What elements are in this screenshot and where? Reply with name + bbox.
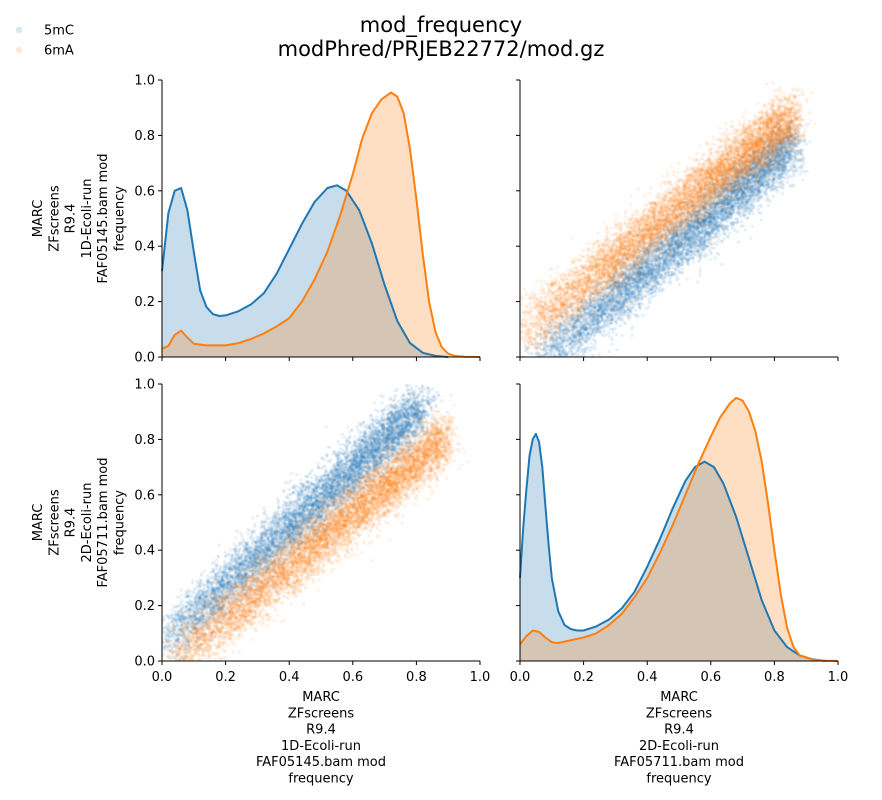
x-axis-title-line: R9.4 xyxy=(664,723,694,738)
x-tick-label: 0.4 xyxy=(637,670,658,685)
x-axis-title-1: MARC ZFscreens R9.4 2D-Ecoli-run FAF05711.ba… xyxy=(614,690,744,787)
x-tick-label: 0.6 xyxy=(342,670,363,685)
figure-title: mod_frequency xyxy=(360,13,522,38)
legend-label-5mC: 5mC xyxy=(44,24,74,39)
x-axis-title-line: frequency xyxy=(288,772,354,787)
x-axis-title-0: MARC ZFscreens R9.4 1D-Ecoli-run FAF05145.ba… xyxy=(256,690,386,787)
kde-line-5mC xyxy=(161,184,449,358)
panel-0-1 xyxy=(516,79,839,361)
x-tick-label: 0.8 xyxy=(764,670,785,685)
y-tick-label: 0.0 xyxy=(134,655,155,670)
x-tick-label: 0.2 xyxy=(215,670,236,685)
kde-line-6mA xyxy=(161,91,481,358)
x-tick-label: 0.2 xyxy=(573,670,594,685)
x-axis-title-line: MARC xyxy=(660,690,698,705)
y-tick-label: 1.0 xyxy=(134,378,155,393)
axis-titles: MARC ZFscreens R9.4 1D-Ecoli-run FAF05145.ba… xyxy=(31,153,744,786)
y-tick-label: 0.4 xyxy=(134,240,155,255)
scatter-points xyxy=(162,384,480,661)
kde-fill-6mA xyxy=(520,397,838,661)
y-axis-title-line: MARC xyxy=(31,200,46,238)
x-axis-title-line: ZFscreens xyxy=(646,706,713,721)
y-tick-label: 1.0 xyxy=(134,74,155,89)
x-axis-title-line: 1D-Ecoli-run xyxy=(281,739,361,754)
x-axis-title-line: frequency xyxy=(646,772,712,787)
kde-line-6mA xyxy=(519,396,839,662)
y-axis-title-line: frequency xyxy=(113,490,128,556)
y-tick-label: 0.6 xyxy=(134,488,155,503)
y-axis-title-1: MARCZFscreensR9.42D-Ecoli-runFAF05711.ba… xyxy=(31,457,128,587)
x-tick-label: 0.4 xyxy=(279,670,300,685)
x-tick-label: 0.8 xyxy=(406,670,427,685)
y-tick-label: 0.2 xyxy=(134,599,155,614)
kde-line-5mC xyxy=(519,432,826,662)
y-axis-title-line: ZFscreens xyxy=(47,489,62,556)
y-tick-label: 0.0 xyxy=(134,351,155,366)
y-axis-title-line: frequency xyxy=(113,186,128,252)
x-axis-title-line: 2D-Ecoli-run xyxy=(639,739,719,754)
x-tick-label: 0.0 xyxy=(510,670,531,685)
scatter-points xyxy=(520,80,838,357)
x-axis-title-line: R9.4 xyxy=(306,723,336,738)
y-tick-label: 0.8 xyxy=(134,433,155,448)
y-axis-title-0: MARCZFscreensR9.41D-Ecoli-runFAF05145.ba… xyxy=(31,153,128,283)
x-tick-label: 1.0 xyxy=(470,670,491,685)
panel-1-1: 0.0 0.2 0.4 0.6 0.8 1.0 xyxy=(510,383,849,685)
x-tick-label: 0.0 xyxy=(152,670,173,685)
y-tick-label: 0.2 xyxy=(134,295,155,310)
legend-marker-6mA xyxy=(15,46,23,54)
panel-0-0: 0.0 0.2 0.4 0.6 0.8 1.0 xyxy=(134,74,481,366)
figure-subtitle: modPhred/PRJEB22772/mod.gz xyxy=(278,37,605,61)
y-axis-title-line: R9.4 xyxy=(64,204,79,234)
y-axis-title-line: FAF05145.bam mod xyxy=(96,153,111,283)
panel-1-0: 0.00.0 0.2 0.2 0.4 0.4 0.6 0.6 0.8 0.8 1.0 1.0 xyxy=(134,378,490,686)
y-axis-title-line: FAF05711.bam mod xyxy=(96,457,111,587)
y-axis-title-line: MARC xyxy=(31,504,46,542)
x-axis-title-line: FAF05711.bam mod xyxy=(614,755,744,770)
y-axis-title-line: 1D-Ecoli-run xyxy=(80,178,95,258)
x-axis-title-line: FAF05145.bam mod xyxy=(256,755,386,770)
legend-marker-5mC xyxy=(15,26,23,34)
panels: 0.00.20.40.60.81.00.00.00.20.20.40.40.60… xyxy=(134,74,848,686)
y-axis-title-line: R9.4 xyxy=(64,508,79,538)
y-tick-label: 0.8 xyxy=(134,129,155,144)
y-axis-title-line: 2D-Ecoli-run xyxy=(80,482,95,562)
y-axis-title-line: ZFscreens xyxy=(47,185,62,252)
x-axis-title-line: MARC xyxy=(302,690,340,705)
x-tick-label: 1.0 xyxy=(828,670,849,685)
kde-fill-5mC xyxy=(520,433,826,661)
legend-label-6mA: 6mA xyxy=(44,44,74,59)
kde-fill-6mA xyxy=(162,92,480,357)
x-tick-label: 0.6 xyxy=(700,670,721,685)
kde-fill-5mC xyxy=(162,185,449,357)
y-tick-label: 0.4 xyxy=(134,544,155,559)
y-tick-label: 0.6 xyxy=(134,184,155,199)
x-axis-title-line: ZFscreens xyxy=(288,706,355,721)
